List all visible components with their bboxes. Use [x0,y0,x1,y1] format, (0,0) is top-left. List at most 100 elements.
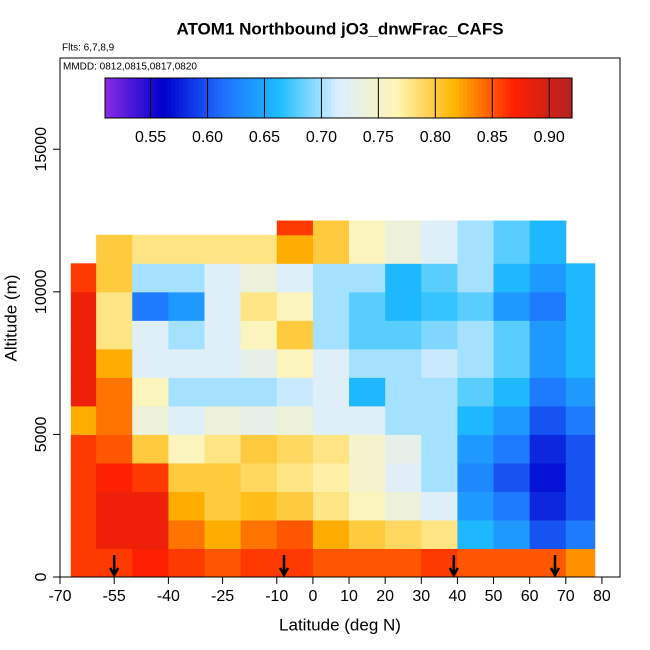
heat-cell [421,263,458,293]
colorbar-swatch [303,78,308,118]
x-tick-label: -40 [157,588,180,605]
heat-cell [385,377,422,407]
colorbar-swatch [540,78,546,118]
colorbar-swatch [424,78,429,118]
heat-cell [240,234,278,264]
heat-cell [457,263,495,293]
heat-cell [565,491,596,521]
colorbar-swatch [248,78,254,118]
heat-cell [493,462,531,492]
chart-title: ATOM1 Northbound jO3_dnwFrac_CAFS [176,19,503,38]
heat-cell [493,377,531,407]
colorbar-swatch [529,78,534,118]
colorbar-swatch [217,78,223,118]
colorbar-swatch [517,78,523,118]
colorbar-swatch [105,78,110,118]
heat-cell [204,234,242,264]
heat-cell [385,291,422,321]
heat-cell [240,348,278,378]
colorbar-swatch [439,78,445,118]
x-tick-label: 30 [412,588,430,605]
colorbar-swatch [178,78,184,118]
heat-cell [276,405,314,435]
heat-cell [349,548,386,578]
colorbar-swatch [447,78,452,118]
heat-cell [421,519,458,549]
heat-cell [565,519,596,549]
colorbar-tick-label: 0.70 [306,129,337,146]
colorbar-swatch [268,78,273,118]
colorbar-swatch [307,78,312,118]
heat-cell [96,462,133,492]
colorbar-swatch [330,78,336,118]
heat-cell [421,320,458,350]
colorbar-swatch [389,78,394,118]
heat-cell [565,348,596,378]
colorbar-swatch [357,78,363,118]
heat-cell [493,434,531,464]
heat-cell [312,291,350,321]
heat-cell [385,348,422,378]
heat-cell [132,491,169,521]
heat-cell [457,519,495,549]
heat-cell [240,320,278,350]
heat-cell [385,405,422,435]
heat-cell [457,220,495,236]
x-tick-label: -10 [265,588,288,605]
heat-cell [70,434,97,464]
colorbar-tick-label: 0.65 [249,129,280,146]
colorbar-swatch [466,78,472,118]
colorbar-swatch [116,78,122,118]
heat-cell [421,434,458,464]
heat-cell [565,291,596,321]
heat-cell [132,462,169,492]
heat-cell [385,434,422,464]
colorbar-swatch [443,78,449,118]
heat-cell [421,220,458,236]
colorbar-swatch [536,78,542,118]
heat-cell [204,291,242,321]
heat-cell [349,462,386,492]
colorbar-swatch [396,78,402,118]
heat-cell [132,291,169,321]
x-tick-label: -55 [103,588,126,605]
colorbar-swatch [311,78,316,118]
heat-cell [240,263,278,293]
heat-cell [276,220,314,236]
subtitle: Flts: 6,7,8,9 [62,43,115,54]
y-axis-label: Altitude (m) [1,275,20,362]
heat-cell [385,320,422,350]
heat-cell [70,263,97,293]
x-tick-label: 0 [308,588,317,605]
heat-cell [457,548,495,578]
heat-cell [96,348,133,378]
heat-cell [70,377,97,407]
heat-cell [204,462,242,492]
heat-cell [421,234,458,264]
colorbar-swatch [564,78,569,118]
heat-cell [276,320,314,350]
colorbar-swatch [151,78,157,118]
heat-cell [457,320,495,350]
colorbar-swatch [533,78,538,118]
heat-cell [240,291,278,321]
heat-cell [204,348,242,378]
heat-cell [529,234,567,264]
colorbar-swatch [568,78,573,118]
heat-cell [168,377,206,407]
heat-cell [168,320,206,350]
colorbar-swatch [237,78,242,118]
colorbar-swatch [315,78,320,118]
heat-cell [96,519,133,549]
heat-cell [240,434,278,464]
heat-cell [565,462,596,492]
heat-cell [70,405,97,435]
heat-cell [276,348,314,378]
heat-cell [385,263,422,293]
heat-cell [565,405,596,435]
heat-cell [204,263,242,293]
heat-cell [312,548,350,578]
colorbar-swatch [264,78,270,118]
heat-cell [276,462,314,492]
colorbar-swatch [346,78,351,118]
